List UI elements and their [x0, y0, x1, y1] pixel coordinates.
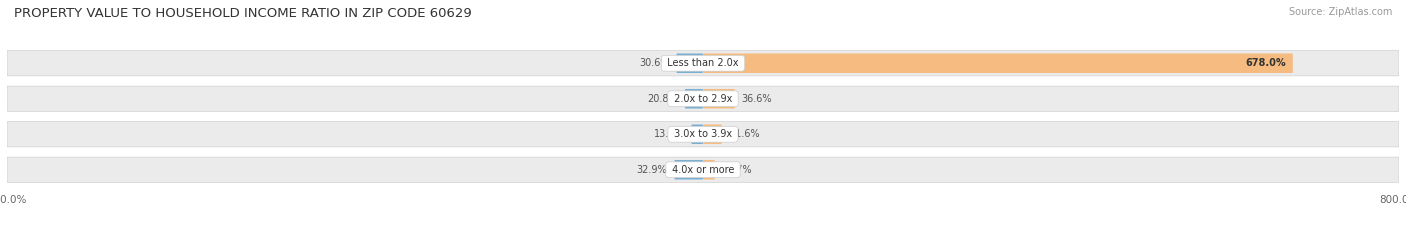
Text: 2.0x to 2.9x: 2.0x to 2.9x — [671, 94, 735, 104]
Text: 36.6%: 36.6% — [742, 94, 772, 104]
FancyBboxPatch shape — [703, 124, 721, 144]
FancyBboxPatch shape — [675, 160, 703, 179]
FancyBboxPatch shape — [692, 124, 703, 144]
FancyBboxPatch shape — [676, 54, 703, 73]
FancyBboxPatch shape — [7, 157, 1399, 182]
FancyBboxPatch shape — [703, 160, 714, 179]
FancyBboxPatch shape — [7, 86, 1399, 111]
FancyBboxPatch shape — [7, 122, 1399, 147]
Text: Less than 2.0x: Less than 2.0x — [664, 58, 742, 68]
Text: PROPERTY VALUE TO HOUSEHOLD INCOME RATIO IN ZIP CODE 60629: PROPERTY VALUE TO HOUSEHOLD INCOME RATIO… — [14, 7, 472, 20]
FancyBboxPatch shape — [703, 89, 735, 109]
Text: 13.7%: 13.7% — [721, 165, 752, 175]
Text: Source: ZipAtlas.com: Source: ZipAtlas.com — [1288, 7, 1392, 17]
FancyBboxPatch shape — [703, 54, 1294, 73]
Text: 32.9%: 32.9% — [637, 165, 668, 175]
Text: 678.0%: 678.0% — [1246, 58, 1286, 68]
FancyBboxPatch shape — [685, 89, 703, 109]
Text: 3.0x to 3.9x: 3.0x to 3.9x — [671, 129, 735, 139]
Text: 4.0x or more: 4.0x or more — [669, 165, 737, 175]
Text: 21.6%: 21.6% — [728, 129, 759, 139]
Text: 13.4%: 13.4% — [654, 129, 685, 139]
Text: 20.8%: 20.8% — [647, 94, 678, 104]
Text: 30.6%: 30.6% — [638, 58, 669, 68]
FancyBboxPatch shape — [7, 51, 1399, 76]
